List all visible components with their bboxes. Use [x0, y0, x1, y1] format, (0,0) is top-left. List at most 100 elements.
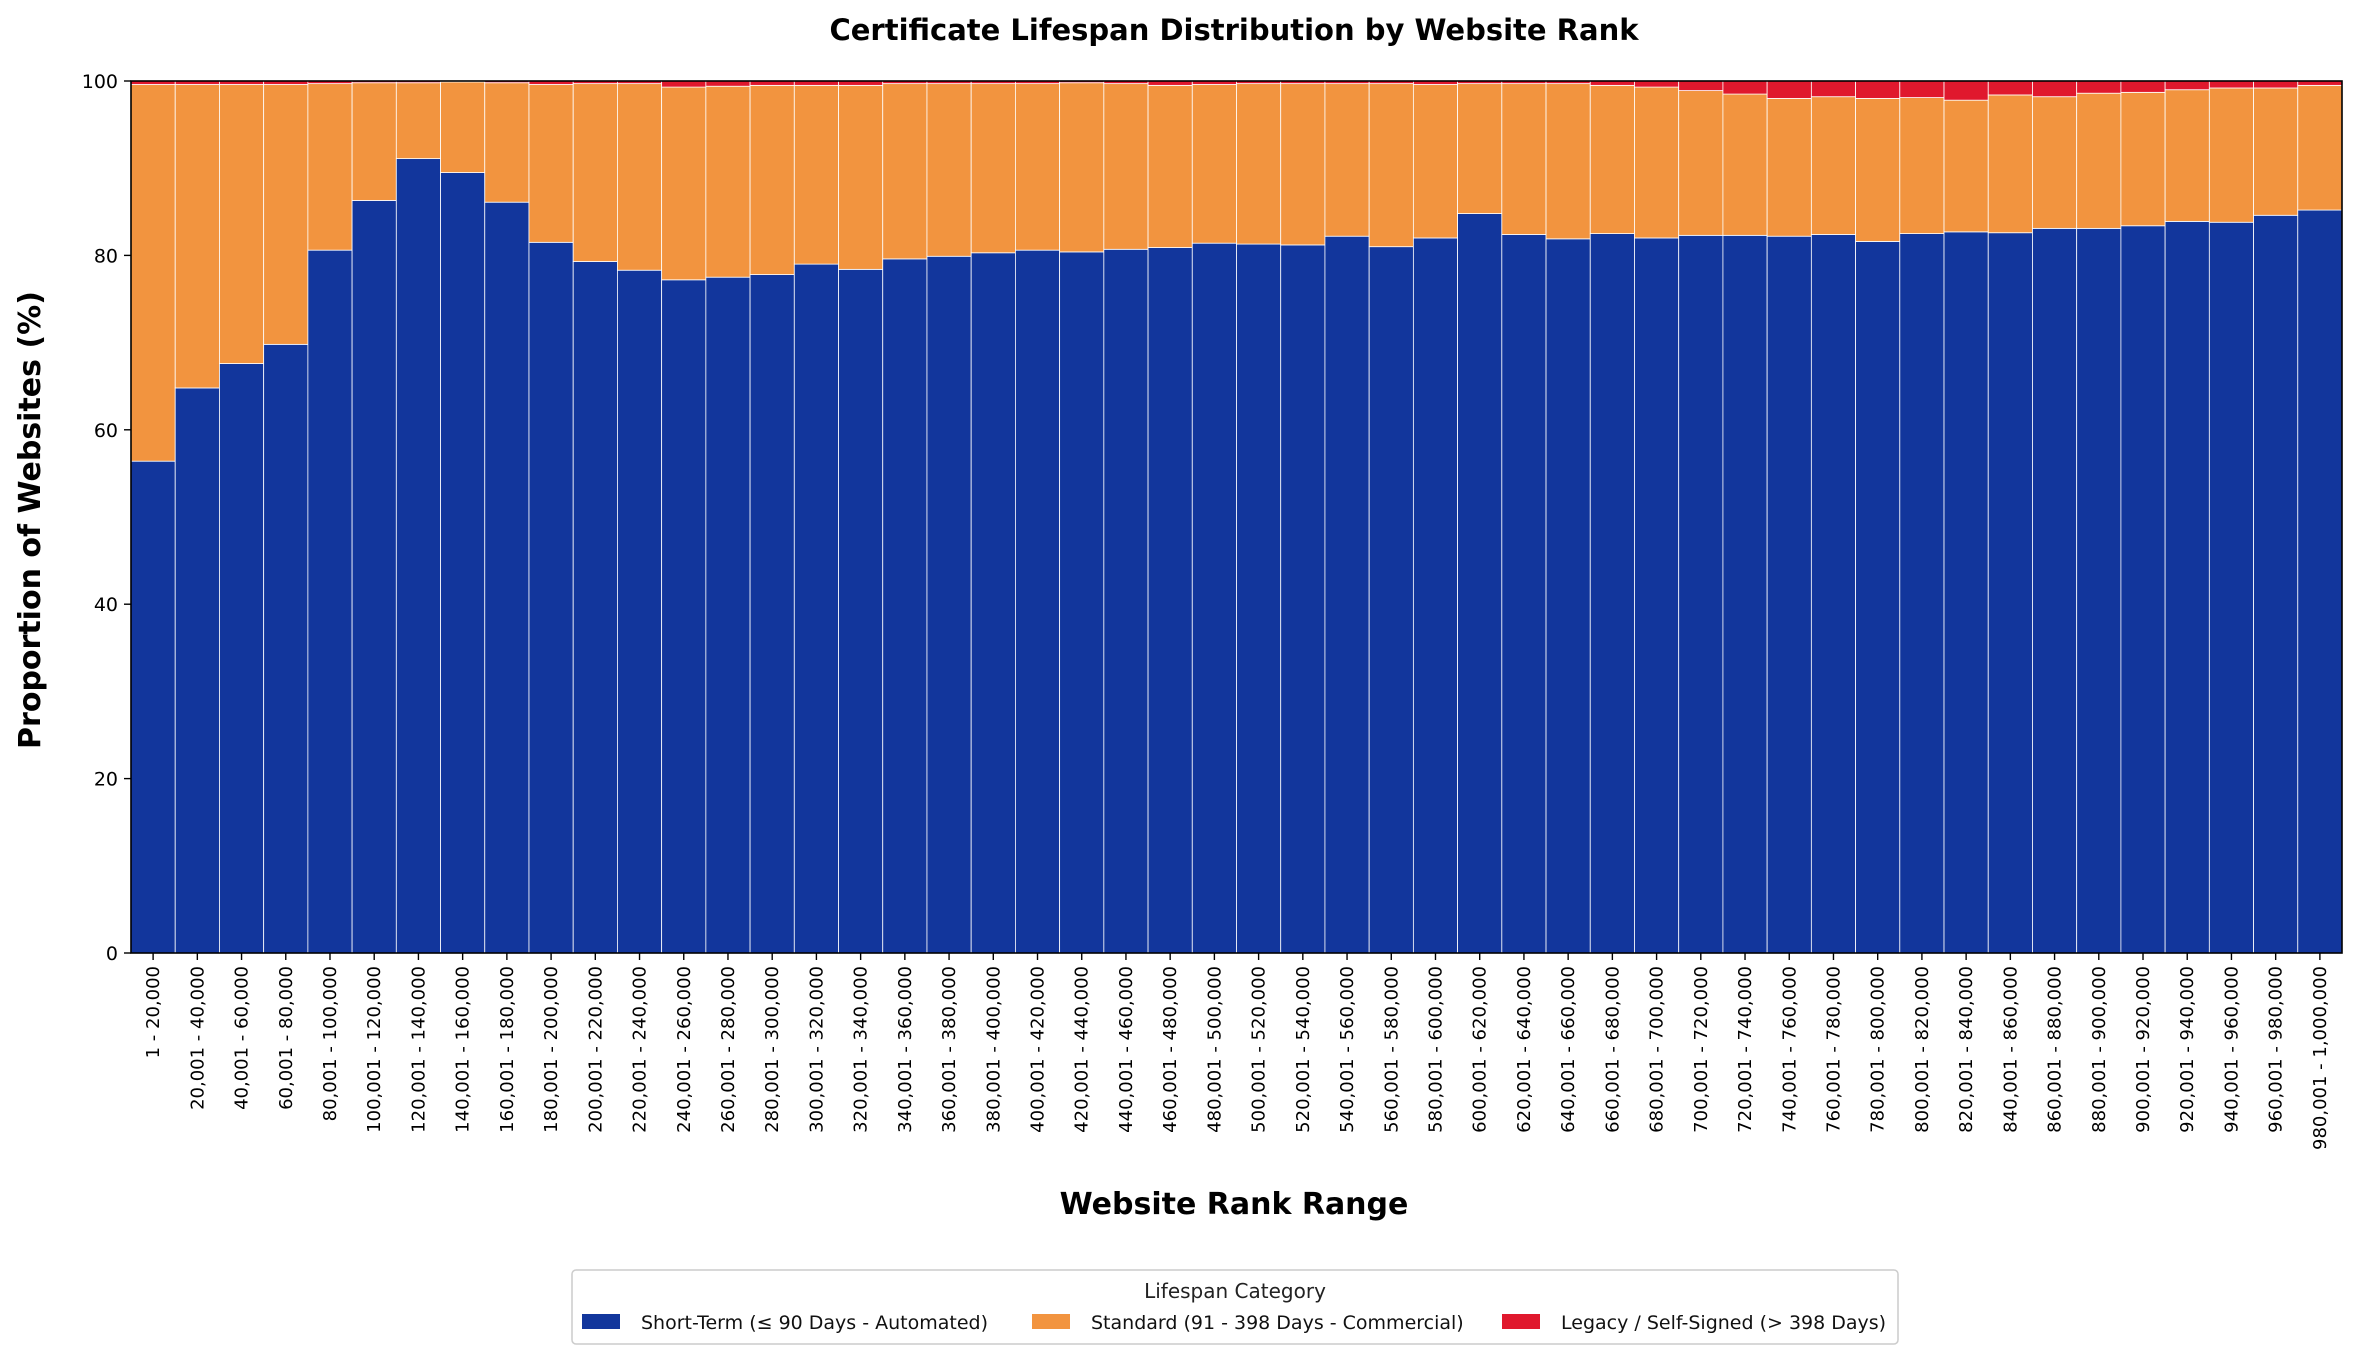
x-tick-label: 1 - 20,000: [143, 966, 164, 1058]
y-tick-label: 60: [94, 420, 118, 442]
y-tick-label: 40: [94, 594, 118, 616]
x-tick-label: 420,001 - 440,000: [1072, 966, 1093, 1133]
legend-swatch: [1032, 1314, 1070, 1329]
bar-segment: [749, 84, 795, 275]
bar-segment: [1987, 94, 2033, 234]
legend-label: Short-Term (≤ 90 Days - Automated): [641, 1312, 988, 1334]
x-tick-label: 180,001 - 200,000: [541, 966, 562, 1133]
x-tick-label: 500,001 - 520,000: [1249, 966, 1270, 1133]
bar-segment: [1722, 93, 1768, 236]
bar-segment: [882, 258, 928, 954]
bar-segment: [1634, 80, 1680, 88]
bar-segment: [1855, 241, 1901, 954]
bar-segment: [661, 279, 707, 954]
bar-segment: [395, 158, 441, 954]
bar-segment: [1015, 83, 1061, 251]
bar-segment: [1943, 80, 1989, 101]
x-tick-label: 860,001 - 880,000: [2045, 966, 2066, 1133]
x-tick-label: 740,001 - 760,000: [1779, 966, 1800, 1133]
bar-segment: [263, 84, 309, 345]
bar-segment: [1899, 80, 1945, 98]
x-tick-label: 660,001 - 680,000: [1602, 966, 1623, 1133]
bar-segment: [1678, 80, 1724, 91]
bar-segment: [440, 81, 486, 173]
bar-segment: [1855, 80, 1901, 99]
bar-segment: [1589, 84, 1635, 235]
bar-segment: [1103, 248, 1149, 954]
bar-segment: [705, 276, 751, 954]
x-tick-label: 380,001 - 400,000: [983, 966, 1004, 1133]
bar-segment: [749, 274, 795, 954]
bar-segment: [926, 255, 972, 954]
bar-segment: [793, 84, 839, 265]
bar-segment: [1059, 251, 1105, 954]
bar-segment: [1545, 83, 1591, 240]
x-tick-label: 640,001 - 660,000: [1558, 966, 1579, 1133]
x-tick-label: 140,001 - 160,000: [453, 966, 474, 1133]
bar-segment: [484, 201, 530, 954]
bar-segment: [2032, 96, 2078, 229]
x-tick-label: 600,001 - 620,000: [1470, 966, 1491, 1133]
y-axis-label: Proportion of Websites (%): [13, 291, 48, 749]
x-tick-label: 820,001 - 840,000: [1956, 966, 1977, 1133]
x-tick-label: 40,001 - 60,000: [232, 966, 253, 1110]
bar-segment: [970, 83, 1016, 254]
x-tick-label: 480,001 - 500,000: [1204, 966, 1225, 1133]
bar-segment: [1545, 238, 1591, 954]
bar-segment: [1501, 83, 1547, 235]
bar-segment: [1368, 246, 1414, 954]
x-tick-label: 900,001 - 920,000: [2133, 966, 2154, 1133]
bar-segment: [528, 241, 574, 954]
bar-segment: [1147, 247, 1193, 954]
x-tick-label: 80,001 - 100,000: [320, 966, 341, 1121]
bar-segment: [2297, 209, 2343, 954]
x-tick-label: 560,001 - 580,000: [1381, 966, 1402, 1133]
x-tick-label: 940,001 - 960,000: [2221, 966, 2242, 1133]
y-tick-label: 20: [94, 769, 118, 791]
bar-segment: [1766, 98, 1812, 237]
x-tick-label: 120,001 - 140,000: [408, 966, 429, 1133]
legend: Lifespan Category Short-Term (≤ 90 Days …: [571, 1269, 1899, 1345]
x-tick-label: 240,001 - 260,000: [674, 966, 695, 1133]
bar-segment: [2208, 221, 2254, 954]
x-tick-label: 540,001 - 560,000: [1337, 966, 1358, 1133]
x-tick-label: 320,001 - 340,000: [851, 966, 872, 1133]
bar-segment: [1501, 234, 1547, 954]
legend-title: Lifespan Category: [1144, 1279, 1326, 1303]
bar-segment: [351, 82, 397, 201]
chart-title: Certificate Lifespan Distribution by Web…: [829, 13, 1639, 47]
bar-segment: [219, 84, 265, 364]
x-tick-label: 580,001 - 600,000: [1425, 966, 1446, 1133]
bar-segment: [2076, 80, 2122, 94]
bar-segment: [2164, 220, 2210, 954]
bar-segment: [2076, 92, 2122, 229]
bar-segment: [1147, 84, 1193, 248]
y-tick-label: 100: [82, 71, 118, 93]
bar-segment: [174, 84, 220, 389]
bar-segment: [1324, 235, 1370, 954]
bar-segment: [1722, 234, 1768, 954]
bar-segment: [219, 363, 265, 954]
x-tick-label: 780,001 - 800,000: [1868, 966, 1889, 1133]
bar-segment: [307, 83, 353, 251]
x-tick-label: 680,001 - 700,000: [1647, 966, 1668, 1133]
legend-swatch: [582, 1314, 620, 1329]
x-tick-label: 840,001 - 860,000: [2000, 966, 2021, 1133]
bar-segment: [2032, 80, 2078, 98]
bar-segment: [1191, 242, 1237, 954]
bar-segment: [1810, 80, 1856, 98]
x-tick-label: 880,001 - 900,000: [2089, 966, 2110, 1133]
bar-segment: [617, 269, 663, 954]
bar-segment: [1103, 83, 1149, 250]
bar-segment: [2253, 214, 2299, 954]
bar-segment: [2120, 80, 2166, 93]
bar-segment: [1059, 82, 1105, 253]
bar-segment: [130, 460, 176, 954]
bar-segment: [1722, 80, 1768, 95]
bar-segment: [1810, 234, 1856, 954]
bar-segment: [2164, 80, 2210, 91]
bar-segment: [838, 84, 884, 270]
bar-segment: [617, 83, 663, 271]
bar-segment: [1678, 90, 1724, 236]
bar-segment: [1015, 249, 1061, 954]
